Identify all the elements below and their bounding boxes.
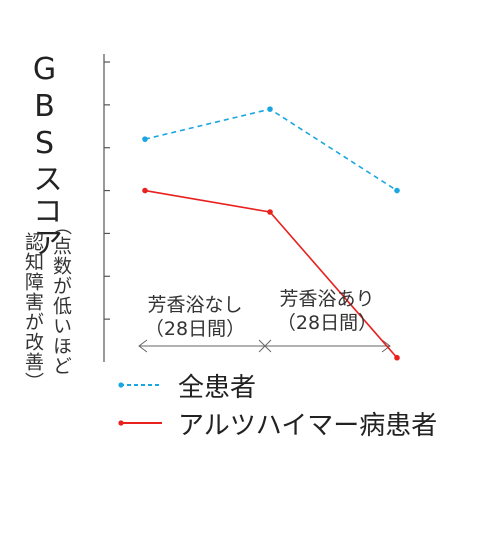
- period-boundary-cross-b: [258, 339, 272, 353]
- y-axis-note-line-2: 認知障害が改善）: [22, 232, 44, 392]
- period-label-with-aroma: 芳香浴あり （28日間）: [262, 287, 392, 335]
- legend-label-all-patients: 全患者: [178, 372, 257, 403]
- y-axis-label: GBSスコア: [27, 52, 62, 259]
- series-0-point-2: [394, 187, 400, 194]
- series-line-0: [144, 108, 398, 192]
- y-axis-note-line-1: （点数が低いほど: [50, 216, 72, 376]
- legend-swatch-alzheimer-patients: [118, 420, 162, 426]
- y-axis-ticks: [104, 61, 110, 320]
- series-0-point-0: [142, 136, 148, 142]
- series-layer: [142, 106, 400, 361]
- series-0-point-1: [267, 106, 273, 112]
- period-label-without-aroma: 芳香浴なし （28日間）: [130, 293, 260, 341]
- series-1-point-1: [267, 209, 273, 215]
- period-arrow-left-head: [138, 339, 148, 353]
- series-1-point-0: [142, 187, 148, 194]
- series-1-point-2: [394, 354, 400, 361]
- period-arrow-right-head: [381, 339, 391, 353]
- legend-swatch-all-patients: [118, 382, 162, 388]
- period-arrow: [138, 339, 391, 353]
- period-label-without-aroma-title: 芳香浴なし: [147, 294, 243, 316]
- period-label-without-aroma-duration: （28日間）: [144, 318, 246, 340]
- legend-label-alzheimer-patients: アルツハイマー病患者: [178, 410, 438, 441]
- legend-item-all-patients: 全患者: [118, 370, 256, 403]
- legend-item-alzheimer-patients: アルツハイマー病患者: [118, 408, 437, 441]
- period-label-with-aroma-duration: （28日間）: [276, 312, 378, 334]
- period-label-with-aroma-title: 芳香浴あり: [279, 288, 375, 310]
